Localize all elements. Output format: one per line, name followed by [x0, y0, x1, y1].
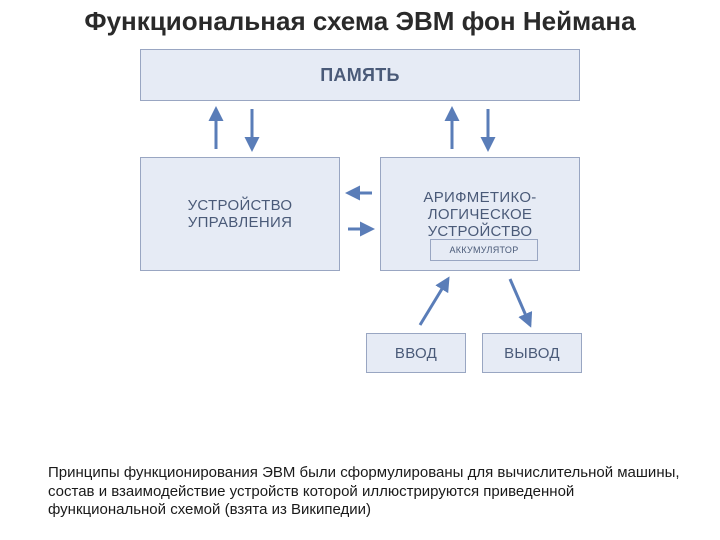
- block-control: УСТРОЙСТВО УПРАВЛЕНИЯ: [140, 157, 340, 271]
- block-output: ВЫВОД: [482, 333, 582, 373]
- block-memory: ПАМЯТЬ: [140, 49, 580, 101]
- caption-text: Принципы функционирования ЭВМ были сформ…: [48, 464, 680, 520]
- page-title: Функциональная схема ЭВМ фон Неймана: [0, 0, 720, 37]
- arrow: [510, 279, 530, 325]
- von-neumann-diagram: ПАМЯТЬ УСТРОЙСТВО УПРАВЛЕНИЯ АРИФМЕТИКО- Л…: [122, 43, 598, 383]
- block-input-label: ВВОД: [395, 345, 437, 362]
- block-control-label: УСТРОЙСТВО УПРАВЛЕНИЯ: [188, 197, 293, 231]
- arrow: [420, 279, 448, 325]
- block-accumulator: АККУМУЛЯТОР: [430, 239, 538, 261]
- block-accumulator-label: АККУМУЛЯТОР: [449, 245, 518, 255]
- block-output-label: ВЫВОД: [504, 345, 560, 362]
- block-memory-label: ПАМЯТЬ: [320, 65, 400, 86]
- block-alu-label: АРИФМЕТИКО- ЛОГИЧЕСКОЕ УСТРОЙСТВО: [423, 189, 536, 240]
- block-input: ВВОД: [366, 333, 466, 373]
